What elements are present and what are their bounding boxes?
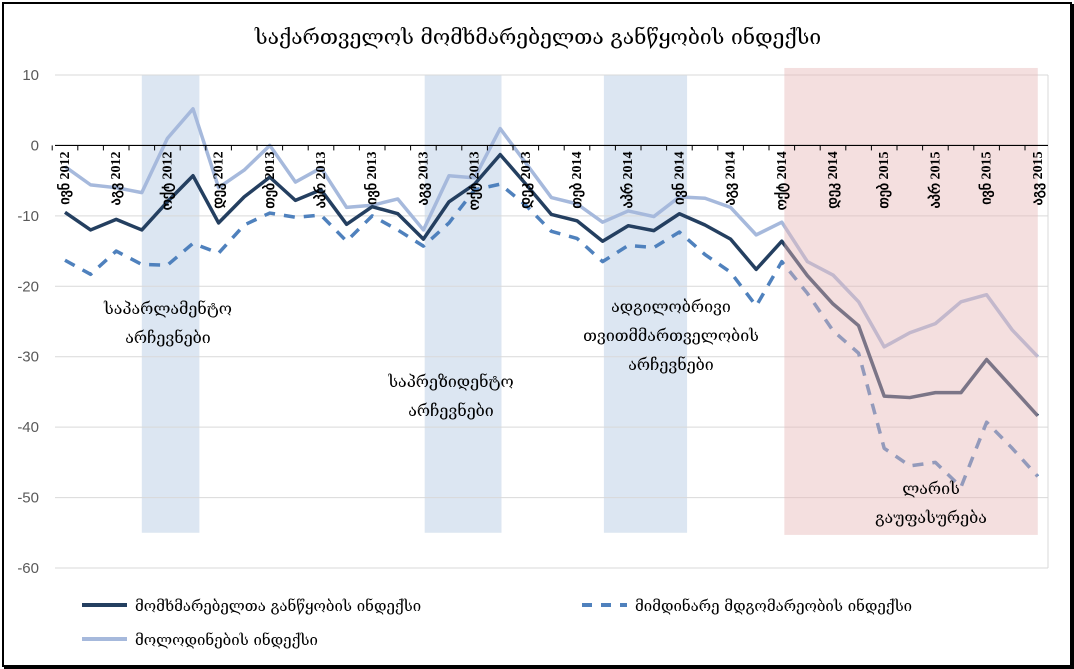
consumer-confidence-chart: საქართველოს მომხმარებელთა განწყობის ინდე… [17, 25, 1049, 649]
x-tick-label: ოქტ 2014 [774, 151, 790, 210]
presidential-elections-label: საპრეზიდენტო [387, 372, 513, 391]
lari-devaluation-band [784, 67, 1038, 535]
x-tick-label: აგვ 2012 [109, 151, 124, 205]
x-tick-label: აგვ 2013 [416, 151, 431, 205]
parliamentary-elections-band [141, 75, 200, 533]
y-tick-label: -30 [17, 349, 39, 366]
x-tick-label: თებ 2015 [876, 151, 892, 208]
parliamentary-elections-label: საპარლამენტო [103, 299, 232, 318]
legend-label-2: მოლოდინების ინდექსი [135, 631, 318, 649]
y-tick-label: -20 [17, 278, 39, 295]
x-tick-label: თებ 2014 [569, 151, 585, 208]
lari-devaluation-label: ლარის [902, 479, 960, 498]
x-tick-label: დეკ 2012 [212, 151, 227, 208]
y-tick-label: 10 [22, 67, 39, 84]
x-tick-label: ოქტ 2013 [467, 151, 483, 210]
parliamentary-elections-label: არჩევნები [125, 328, 211, 347]
x-tick-label: დეკ 2013 [519, 151, 534, 208]
local-elections-label: არჩევნები [628, 355, 714, 374]
x-tick-label: აპრ 2013 [313, 151, 329, 208]
chart-title: საქართველოს მომხმარებელთა განწყობის ინდე… [254, 25, 821, 49]
presidential-elections-label: არჩევნები [408, 401, 494, 420]
x-tick-label: აპრ 2015 [927, 151, 943, 208]
local-elections-label: თვითმმართველობის [583, 326, 759, 345]
y-tick-label: -40 [17, 419, 39, 436]
x-tick-label: ივნ 2014 [671, 151, 687, 204]
x-tick-label: აპრ 2014 [620, 151, 636, 208]
y-tick-label: -50 [17, 490, 39, 507]
y-tick-label: -10 [17, 208, 39, 225]
x-tick-label: თებ 2013 [262, 151, 278, 208]
local-elections-band [603, 75, 688, 533]
x-tick-label: ოქტ 2012 [159, 151, 175, 210]
x-tick-label: ივნ 2012 [57, 151, 73, 204]
x-tick-label: აგვ 2015 [1031, 151, 1046, 205]
x-tick-label: ივნ 2013 [364, 151, 380, 204]
x-tick-label: აგვ 2014 [724, 151, 739, 205]
y-tick-label: -60 [17, 560, 39, 577]
lari-devaluation-label: გაუფასურება [875, 508, 987, 527]
presidential-elections-band [424, 75, 502, 533]
local-elections-label: ადგილობრივი [611, 297, 731, 316]
y-tick-label: 0 [31, 137, 39, 154]
x-tick-label: დეკ 2014 [826, 151, 841, 208]
legend-label-0: მომხმარებელთა განწყობის ინდექსი [135, 597, 421, 615]
legend-label-1: მიმდინარე მდგომარეობის ინდექსი [635, 597, 912, 615]
x-tick-label: ივნ 2015 [979, 151, 995, 204]
